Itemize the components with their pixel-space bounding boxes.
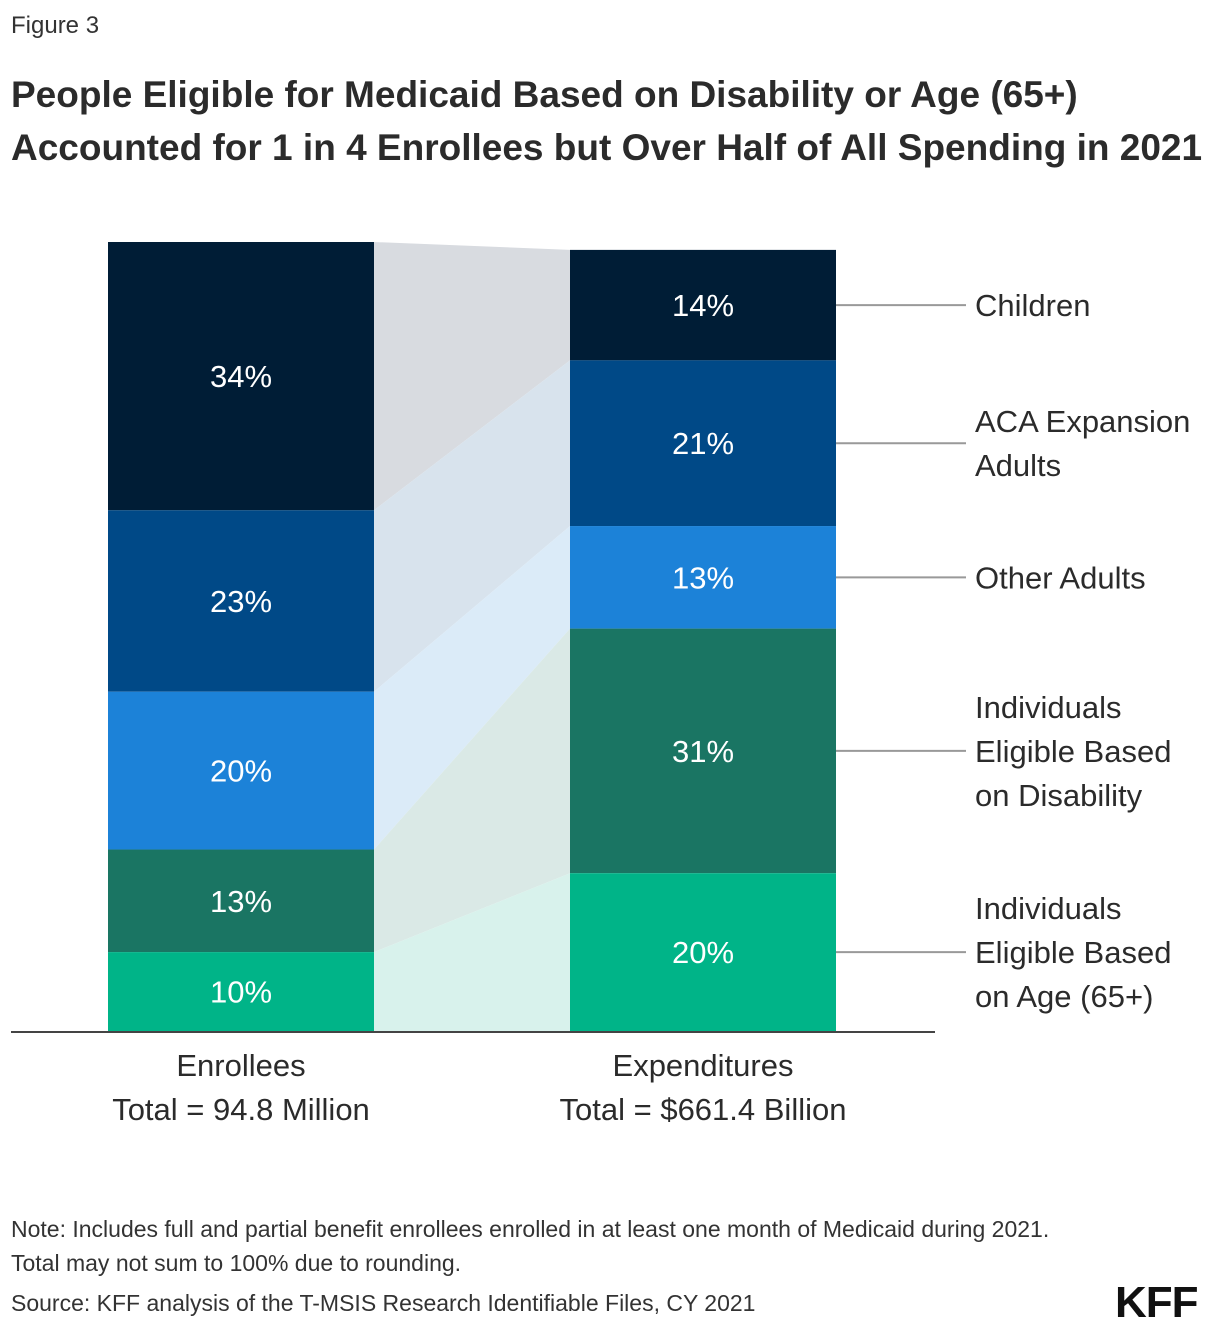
data-label: 31% bbox=[672, 734, 734, 769]
data-label: 14% bbox=[672, 288, 734, 323]
category-label: Expenditures bbox=[613, 1048, 794, 1083]
data-label: 21% bbox=[672, 426, 734, 461]
bar-segment bbox=[570, 360, 836, 527]
bar-segment bbox=[108, 510, 374, 692]
data-label: 23% bbox=[210, 584, 272, 619]
bar-segment bbox=[108, 691, 374, 850]
bar-segment bbox=[108, 952, 374, 1031]
kff-logo: KFF bbox=[1115, 1278, 1199, 1327]
data-label: 13% bbox=[210, 884, 272, 919]
connector-band bbox=[374, 360, 570, 692]
legend-label: Eligible Based bbox=[975, 935, 1171, 970]
legend-label: ACA Expansion bbox=[975, 404, 1190, 439]
legend-label: on Age (65+) bbox=[975, 979, 1153, 1014]
legend-label: Eligible Based bbox=[975, 734, 1171, 769]
bar-segment bbox=[108, 242, 374, 511]
data-label: 10% bbox=[210, 975, 272, 1010]
bar-segment bbox=[108, 849, 374, 953]
connector-band bbox=[374, 526, 570, 850]
category-label: Enrollees bbox=[176, 1048, 305, 1083]
stacked-bar-chart: 34% 14% Children 23% 21% ACA Expansion Adults 2… bbox=[11, 242, 1190, 1127]
chart-title: People Eligible for Medicaid Based on Di… bbox=[11, 74, 1203, 168]
bar-segment bbox=[570, 873, 836, 1031]
data-label: 20% bbox=[210, 754, 272, 789]
connector-band bbox=[374, 242, 570, 511]
legend-label: Other Adults bbox=[975, 560, 1146, 595]
figure-label: Figure 3 bbox=[11, 12, 100, 39]
bar-segment bbox=[570, 249, 836, 361]
chart-source: Source: KFF analysis of the T-MSIS Resea… bbox=[11, 1290, 756, 1316]
legend-label: Individuals bbox=[975, 690, 1121, 725]
legend-label: Individuals bbox=[975, 891, 1121, 926]
bar-segment bbox=[570, 526, 836, 629]
legend-label: Adults bbox=[975, 448, 1061, 483]
category-total-label: Total = $661.4 Billion bbox=[560, 1092, 847, 1127]
connector-band bbox=[374, 628, 570, 953]
legend-label: Children bbox=[975, 288, 1090, 323]
data-label: 34% bbox=[210, 359, 272, 394]
data-label: 13% bbox=[672, 560, 734, 595]
legend-label: on Disability bbox=[975, 778, 1143, 813]
category-total-label: Total = 94.8 Million bbox=[112, 1092, 370, 1127]
chart-note: Note: Includes full and partial benefit … bbox=[11, 1216, 1050, 1276]
connector-band bbox=[374, 873, 570, 1031]
data-label: 20% bbox=[672, 935, 734, 970]
bar-segment bbox=[570, 628, 836, 874]
